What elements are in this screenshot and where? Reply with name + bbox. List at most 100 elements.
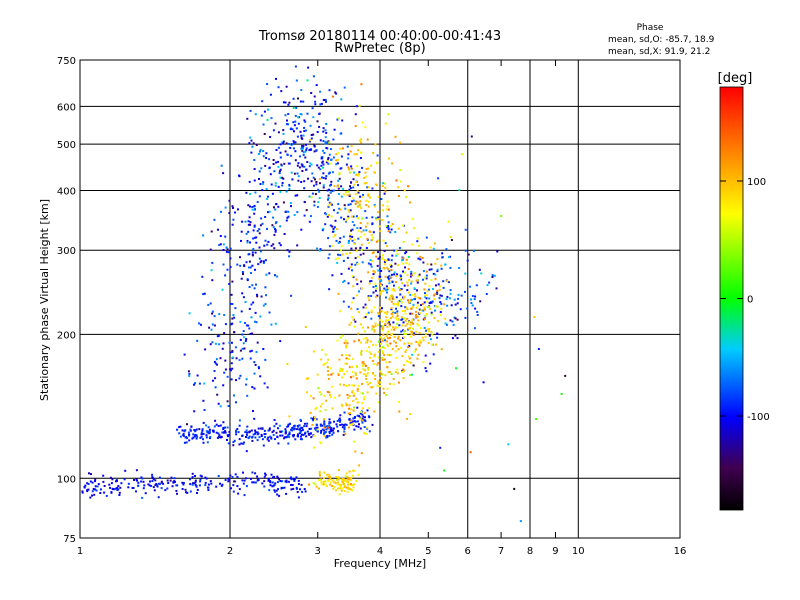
- data-point: [89, 496, 92, 499]
- data-point: [322, 166, 324, 169]
- data-point: [336, 162, 339, 165]
- data-point: [245, 378, 248, 381]
- data-point: [324, 223, 327, 226]
- data-point: [239, 256, 241, 259]
- data-point: [81, 490, 84, 493]
- data-point: [382, 333, 385, 336]
- data-point: [380, 270, 383, 272]
- data-point: [352, 242, 355, 245]
- data-point: [356, 420, 359, 423]
- data-point: [151, 477, 154, 479]
- data-point: [356, 227, 359, 230]
- data-point: [356, 261, 359, 264]
- data-point: [208, 432, 211, 434]
- data-point: [248, 286, 251, 288]
- data-point: [86, 482, 89, 485]
- data-point: [290, 154, 293, 157]
- data-point: [99, 488, 102, 491]
- data-point: [189, 483, 192, 486]
- data-point: [328, 153, 331, 156]
- data-point: [351, 390, 354, 393]
- data-point: [320, 358, 323, 361]
- data-point: [349, 185, 351, 188]
- data-point: [326, 189, 329, 192]
- data-point: [273, 170, 276, 173]
- data-point: [426, 328, 429, 331]
- data-point: [328, 245, 331, 248]
- data-point: [419, 327, 422, 330]
- data-point: [286, 249, 289, 252]
- data-point: [235, 357, 238, 360]
- data-point: [284, 436, 287, 439]
- data-point: [436, 305, 439, 308]
- data-point: [435, 284, 437, 287]
- data-point: [320, 483, 323, 486]
- data-point: [194, 484, 197, 486]
- data-point: [359, 417, 362, 420]
- data-point: [346, 145, 349, 148]
- data-point: [449, 289, 452, 292]
- data-point: [377, 311, 380, 314]
- data-point: [266, 438, 269, 441]
- data-point: [280, 141, 283, 144]
- data-point: [361, 261, 364, 264]
- data-point: [274, 228, 276, 230]
- data-point: [295, 488, 298, 490]
- data-point: [372, 363, 375, 366]
- data-point: [348, 210, 351, 213]
- data-point: [356, 283, 359, 286]
- data-point: [252, 229, 255, 232]
- data-point: [352, 394, 355, 397]
- data-point: [288, 255, 290, 258]
- data-point: [219, 436, 222, 439]
- data-point: [365, 167, 368, 170]
- data-point: [496, 250, 499, 253]
- data-point: [470, 135, 473, 138]
- data-point: [329, 483, 332, 486]
- data-point: [347, 486, 350, 489]
- data-point: [194, 481, 197, 484]
- data-point: [388, 354, 391, 357]
- data-point: [349, 488, 352, 491]
- data-point: [345, 344, 348, 347]
- data-point: [424, 308, 426, 311]
- data-point: [87, 488, 90, 491]
- data-point: [441, 252, 444, 255]
- data-point: [319, 90, 322, 93]
- data-point: [366, 372, 369, 375]
- data-point: [181, 481, 184, 484]
- data-point: [398, 410, 401, 413]
- data-point: [246, 117, 249, 120]
- data-point: [281, 184, 284, 187]
- data-point: [308, 165, 311, 168]
- data-point: [380, 342, 382, 345]
- data-point: [254, 431, 257, 434]
- data-point: [330, 427, 333, 430]
- data-point: [199, 323, 202, 326]
- data-point: [219, 482, 221, 485]
- data-point: [241, 347, 244, 350]
- data-point: [381, 256, 384, 259]
- data-point: [358, 203, 361, 206]
- data-point: [384, 122, 387, 125]
- data-point: [250, 303, 253, 306]
- data-point: [325, 428, 328, 431]
- data-point: [296, 428, 299, 431]
- data-point: [279, 190, 282, 193]
- data-point: [194, 382, 196, 385]
- data-point: [285, 436, 288, 439]
- data-point: [405, 360, 408, 363]
- data-point: [352, 186, 355, 189]
- data-point: [231, 223, 234, 226]
- data-point: [188, 439, 191, 442]
- data-point: [314, 103, 317, 106]
- data-point: [367, 271, 370, 274]
- data-point: [473, 327, 476, 330]
- data-point: [333, 189, 335, 192]
- data-point: [224, 429, 227, 432]
- data-point: [214, 386, 217, 389]
- data-point: [245, 429, 248, 432]
- data-point: [535, 418, 538, 420]
- data-point: [195, 437, 198, 440]
